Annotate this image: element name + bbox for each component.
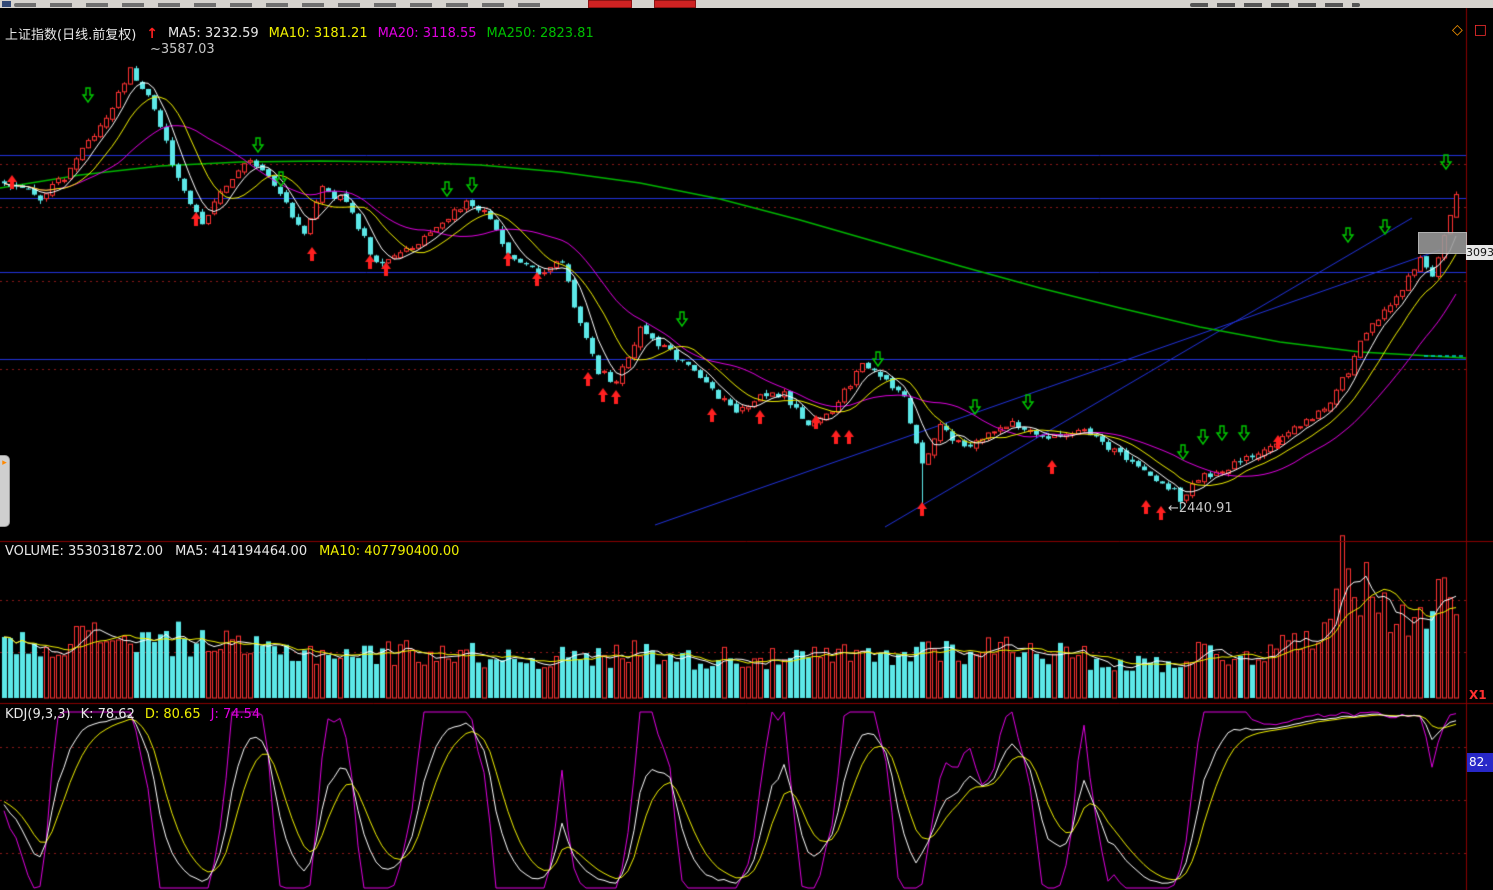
chart-corner-controls: ◇ □ xyxy=(1452,22,1487,38)
ma10-value-label: MA10: 3181.21 xyxy=(268,26,368,41)
volume-ma10-label: MA10: 407790400.00 xyxy=(319,544,460,559)
volume-header: VOLUME: 353031872.00 MA5: 414194464.00 M… xyxy=(5,544,459,559)
menu-right-text-clipped xyxy=(1190,3,1360,7)
kdj-d-label: D: 80.65 xyxy=(144,707,201,722)
diamond-icon[interactable]: ◇ xyxy=(1451,22,1463,38)
volume-ma5-label: MA5: 414194464.00 xyxy=(175,544,308,559)
last-price-tag: 3093.0 xyxy=(1466,245,1493,260)
ma5-value-label: MA5: 3232.59 xyxy=(168,26,259,41)
volume-scale-label: X1 xyxy=(1469,688,1487,702)
main-chart-header: 上证指数(日线.前复权) ↑ MA5: 3232.59 MA10: 3181.2… xyxy=(5,24,594,44)
volume-value-label: VOLUME: 353031872.00 xyxy=(5,544,164,559)
kdj-k-label: K: 78.62 xyxy=(80,707,135,722)
chart-annotation-box xyxy=(1418,232,1467,254)
trough-price-label: ←2440.91 xyxy=(1168,501,1233,516)
kdj-j-label: J: 74.54 xyxy=(210,707,261,722)
peak-price-label: ~3587.03 xyxy=(150,42,215,57)
ma20-value-label: MA20: 3118.55 xyxy=(377,26,477,41)
menu-bar xyxy=(0,0,1493,8)
buy-signal-arrow-icon: ↑ xyxy=(146,25,159,42)
menu-red-button-1[interactable] xyxy=(588,0,632,8)
chart-title: 上证指数(日线.前复权) xyxy=(5,28,137,43)
ma250-value-label: MA250: 2823.81 xyxy=(486,26,594,41)
kdj-header: KDJ(9,3,3) K: 78.62 D: 80.65 J: 74.54 xyxy=(5,707,260,722)
window-restore-icon[interactable]: □ xyxy=(1473,22,1487,38)
menu-items-clipped[interactable] xyxy=(14,3,554,7)
kdj-value-tag: 82. xyxy=(1467,753,1493,772)
menu-red-button-2[interactable] xyxy=(654,0,696,8)
expand-arrow-icon: ▸ xyxy=(2,458,7,468)
kdj-title: KDJ(9,3,3) xyxy=(5,707,71,722)
sidebar-expand-handle[interactable]: ▸ xyxy=(0,455,10,527)
app-icon[interactable] xyxy=(2,1,11,7)
